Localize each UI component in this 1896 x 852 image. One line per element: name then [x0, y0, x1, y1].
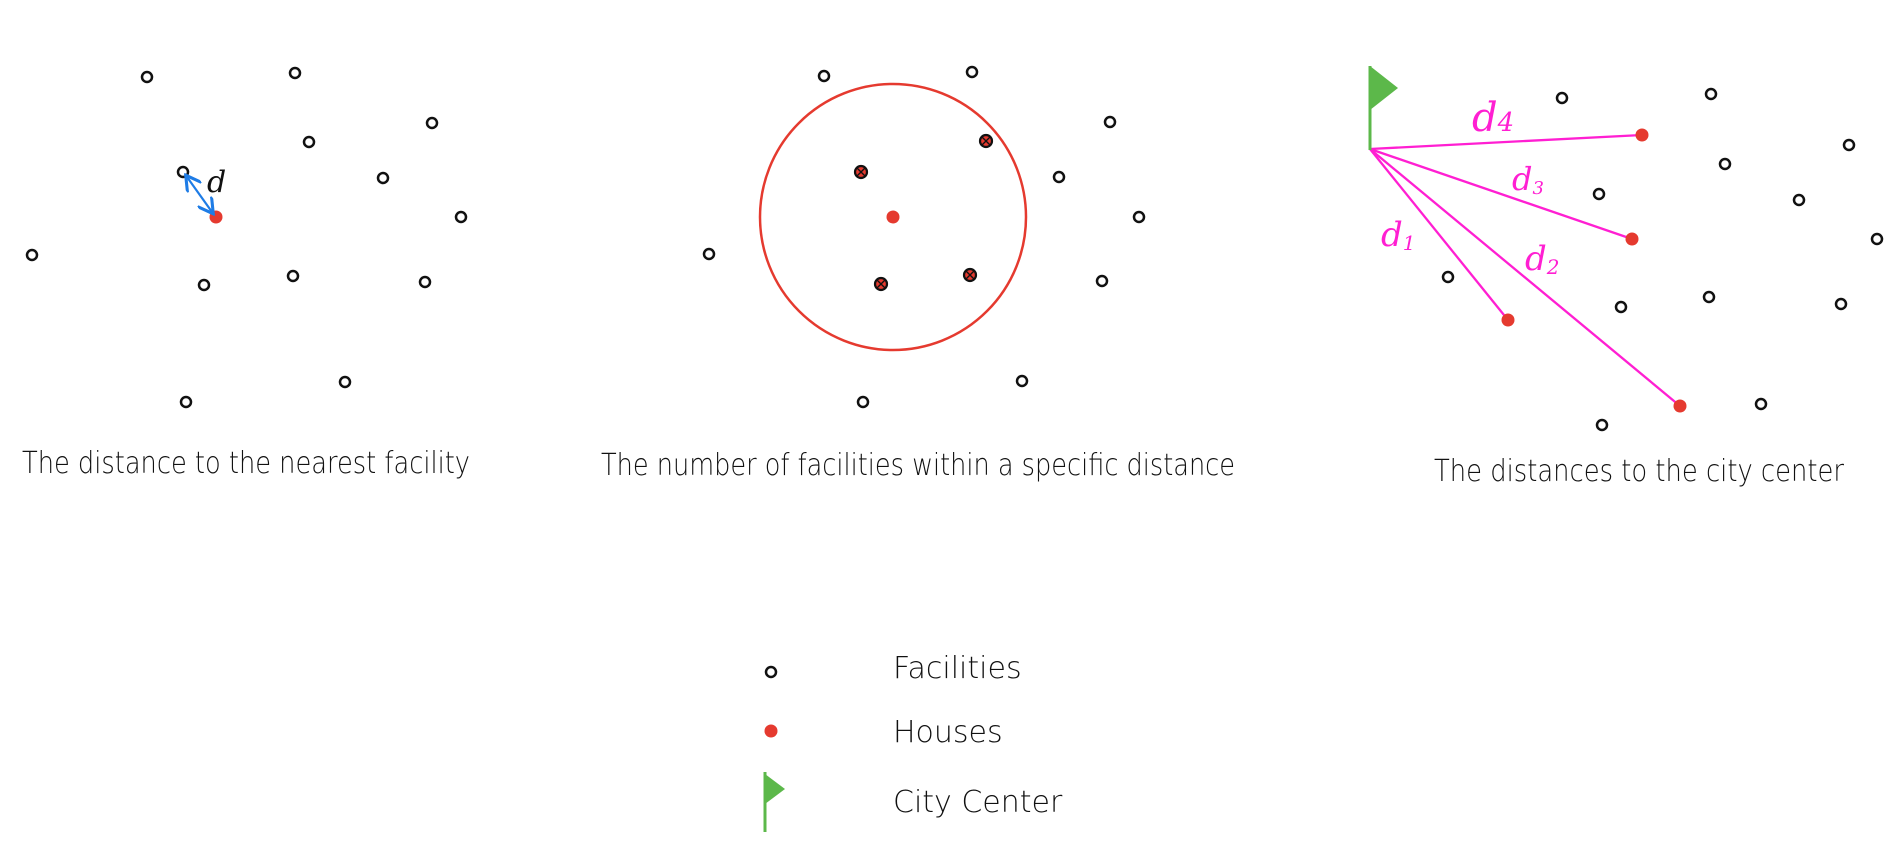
- label-d3: d3: [1512, 160, 1544, 199]
- facility-marker: [1441, 270, 1455, 284]
- panel1-facilities: [25, 66, 468, 409]
- distance-labels: d4 d3 d1 d2: [1381, 95, 1560, 279]
- house-marker: [886, 210, 900, 224]
- facility-marker: [1792, 193, 1806, 207]
- facility-marker: [965, 65, 979, 79]
- facility-marker: [25, 248, 39, 262]
- legend-facilities-label: Facilities: [893, 651, 1022, 686]
- distance-line-d4: [1369, 133, 1643, 151]
- legend-city-center-label: City Center: [893, 785, 1063, 820]
- facility-marker: [1614, 300, 1628, 314]
- house-marker: [1635, 128, 1649, 142]
- facility-marker: [286, 269, 300, 283]
- facility-in-radius: [873, 276, 889, 292]
- panel2-caption: The number of facilities within a specif…: [601, 448, 1235, 483]
- legend-facilities: Facilities: [764, 651, 1022, 686]
- panel1-caption: The distance to the nearest facility: [22, 446, 470, 481]
- label-d4: d4: [1472, 95, 1514, 141]
- panel-nearest-facility: d The distance to the nearest facility: [22, 66, 470, 481]
- label-d2: d2: [1525, 239, 1560, 279]
- facility-marker: [1704, 87, 1718, 101]
- facility-marker: [179, 395, 193, 409]
- city-center-flag: [1368, 66, 1398, 150]
- distance-lines: [1369, 133, 1681, 407]
- facility-marker: [817, 69, 831, 83]
- facility-in-radius: [978, 133, 994, 149]
- legend: Facilities Houses City Center: [763, 651, 1063, 832]
- facility-marker: [1095, 274, 1109, 288]
- label-d1: d1: [1381, 215, 1416, 255]
- panel-facilities-within-distance: The number of facilities within a specif…: [601, 65, 1235, 483]
- panel2-inside-facilities: [853, 133, 994, 292]
- house-marker: [1673, 399, 1687, 413]
- house-legend-icon: [764, 724, 778, 738]
- facility-marker: [1834, 297, 1848, 311]
- distance-line-d1: [1369, 148, 1509, 321]
- facility-marker: [1052, 170, 1066, 184]
- facility-marker: [425, 116, 439, 130]
- facility-marker: [302, 135, 316, 149]
- panel2-outside-facilities: [702, 65, 1146, 409]
- facility-marker: [288, 66, 302, 80]
- distance-line-d2: [1369, 148, 1681, 407]
- facility-in-radius: [853, 164, 869, 180]
- house-marker: [1625, 232, 1639, 246]
- distance-d-label: d: [207, 165, 226, 200]
- facility-marker: [702, 247, 716, 261]
- facility-marker: [418, 275, 432, 289]
- facility-marker: [1842, 138, 1856, 152]
- facility-marker: [1015, 374, 1029, 388]
- facility-in-radius: [962, 267, 978, 283]
- legend-houses: Houses: [764, 715, 1003, 750]
- panel3-caption: The distances to the city center: [1434, 454, 1845, 489]
- facility-marker: [1754, 397, 1768, 411]
- panel3-facilities: [1441, 87, 1884, 432]
- facility-marker: [140, 70, 154, 84]
- facility-marker: [338, 375, 352, 389]
- house-marker: [209, 210, 223, 224]
- facility-marker: [1870, 232, 1884, 246]
- facility-marker: [454, 210, 468, 224]
- legend-houses-label: Houses: [893, 715, 1003, 750]
- legend-city-center: City Center: [763, 772, 1063, 832]
- facility-marker: [1592, 187, 1606, 201]
- facility-marker: [176, 165, 190, 179]
- flag-legend-icon: [763, 772, 785, 832]
- facility-marker: [856, 395, 870, 409]
- facility-marker: [1702, 290, 1716, 304]
- distance-line-d3: [1369, 147, 1633, 241]
- facility-marker: [1555, 91, 1569, 105]
- facility-marker: [376, 171, 390, 185]
- nearest-distance-arrow: [187, 177, 212, 212]
- facility-marker: [1595, 418, 1609, 432]
- facility-marker: [1132, 210, 1146, 224]
- facility-marker: [1718, 157, 1732, 171]
- house-marker: [1501, 313, 1515, 327]
- facility-marker: [197, 278, 211, 292]
- facility-marker: [1103, 115, 1117, 129]
- facility-legend-icon: [764, 665, 778, 679]
- search-radius-circle: [758, 82, 1028, 352]
- panel-distances-city-center: d4 d3 d1 d2 The distances to the city ce…: [1368, 66, 1884, 489]
